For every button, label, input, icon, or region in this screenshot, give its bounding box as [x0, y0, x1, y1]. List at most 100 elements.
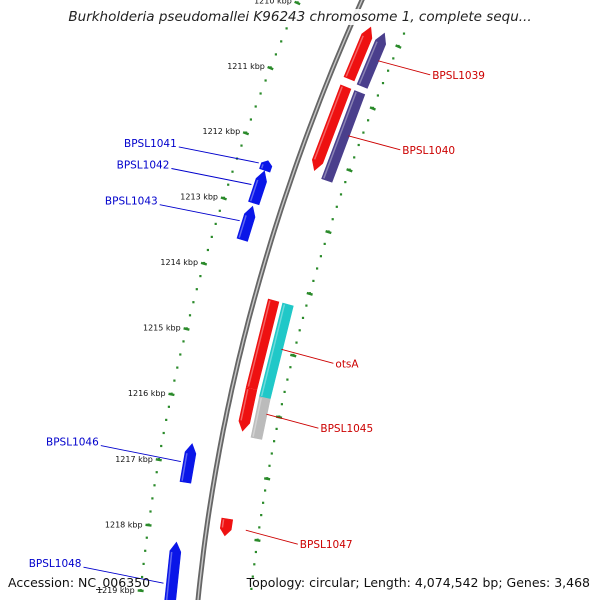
gene-label-bpsl1048: BPSL1048	[29, 558, 82, 570]
guide-dot-left	[254, 105, 257, 108]
gene-label-bpsl1045: BPSL1045	[320, 423, 373, 435]
guide-dot-left	[162, 431, 165, 435]
gene-label-bpsl1040: BPSL1040	[402, 145, 455, 157]
tick-mark	[155, 458, 162, 462]
tick-mark	[137, 589, 144, 593]
guide-dot-left	[144, 549, 147, 552]
guide-dot-right	[258, 526, 261, 529]
gene-track-10	[250, 396, 271, 440]
guide-dot-left	[153, 484, 156, 487]
guide-dot-right	[367, 119, 370, 122]
guide-dot-left	[192, 301, 195, 304]
label-connector	[266, 413, 319, 429]
guide-dot-left	[141, 575, 144, 579]
gene-bpsl1042	[248, 170, 267, 206]
tick-mark	[168, 392, 175, 397]
gene-highlight	[247, 300, 271, 387]
guide-dot-left	[249, 118, 252, 121]
label-connector	[159, 204, 240, 222]
gene-highlight	[260, 304, 286, 397]
gene-label-bpsl1041: BPSL1041	[124, 138, 177, 150]
gene-highlight	[249, 179, 259, 202]
guide-dot-right	[319, 255, 322, 258]
tick-label: 1214 kbp	[160, 258, 198, 267]
gene-highlight	[165, 551, 173, 600]
guide-dot-left	[173, 379, 176, 382]
gene-bpsl1039	[343, 26, 373, 82]
guide-dot-right	[387, 69, 390, 72]
gene-highlight	[260, 164, 264, 169]
tick-label: 1218 kbp	[105, 520, 143, 529]
guide-dot-right	[353, 156, 356, 159]
tick-mark	[395, 44, 402, 49]
gene-bpsl1047	[219, 517, 234, 537]
guide-dot-right	[295, 341, 298, 344]
tick-label: 1213 kbp	[180, 193, 218, 202]
guide-dot-right	[339, 193, 343, 196]
gene-otsa	[245, 298, 280, 390]
dotted-guide-layer	[139, 1, 411, 592]
gene-bpsl1048	[164, 541, 182, 600]
gene-label-bpsl1043: BPSL1043	[105, 196, 158, 208]
guide-dot-left	[167, 405, 170, 408]
gene-highlight	[238, 215, 247, 238]
gene-label-bpsl1047: BPSL1047	[300, 539, 353, 551]
guide-dot-right	[273, 440, 276, 443]
guide-dot-right	[402, 32, 406, 35]
guide-dot-right	[305, 304, 308, 307]
guide-dot-left	[195, 288, 198, 291]
guide-dot-right	[286, 378, 289, 381]
gene-highlight	[240, 389, 249, 421]
tick-mark	[267, 65, 274, 71]
gene-highlight	[358, 41, 378, 85]
guide-dot-left	[210, 235, 213, 238]
guide-dot-left	[176, 366, 179, 369]
guide-dot-right	[275, 427, 278, 430]
guide-dot-right	[335, 205, 338, 208]
guide-dot-left	[285, 27, 288, 30]
tick-label: 1219 kbp	[97, 586, 135, 595]
label-connector	[378, 60, 431, 76]
guide-dot-left	[227, 183, 230, 186]
label-connector	[348, 135, 401, 151]
guide-dot-right	[312, 279, 315, 282]
tick-mark	[242, 131, 250, 136]
tick-mark	[254, 538, 261, 542]
tick-mark	[306, 291, 313, 296]
gene-highlight	[345, 35, 364, 77]
guide-dot-left	[145, 536, 148, 539]
guide-dot-right	[262, 501, 265, 504]
guide-dot-right	[362, 131, 365, 134]
tick-label: 1212 kbp	[202, 127, 240, 136]
backbone-layer	[195, 0, 365, 600]
map-title: Burkholderia pseudomallei K96243 chromos…	[0, 9, 600, 25]
gene-label-otsa: otsA	[335, 358, 359, 370]
guide-dot-right	[268, 464, 271, 467]
guide-dot-right	[260, 514, 263, 517]
gene-highlight	[221, 519, 225, 528]
guide-dot-left	[274, 53, 277, 56]
gene-bpsl1045	[238, 387, 258, 432]
gene-label-bpsl1039: BPSL1039	[432, 70, 485, 82]
guide-dot-right	[253, 563, 256, 566]
guide-dot-right	[381, 82, 385, 85]
gene-label-bpsl1046: BPSL1046	[46, 437, 99, 449]
guide-dot-right	[270, 452, 273, 455]
guide-dot-right	[331, 218, 334, 221]
genome-info-text: Topology: circular; Length: 4,074,542 bp…	[246, 575, 590, 590]
guide-dot-left	[214, 222, 217, 225]
label-connector	[281, 348, 334, 364]
guide-dot-right	[301, 316, 305, 319]
guide-dot-right	[376, 94, 379, 97]
tick-mark	[200, 261, 208, 266]
guide-dot-left	[206, 248, 209, 252]
guide-dot-left	[142, 562, 145, 565]
guide-dot-left	[155, 471, 158, 474]
guide-dot-right	[264, 489, 267, 492]
tick-label: 1217 kbp	[115, 455, 153, 464]
guide-dot-left	[240, 144, 243, 147]
guide-dot-right	[280, 403, 283, 406]
tick-mark	[145, 523, 152, 527]
guide-dot-left	[182, 340, 185, 343]
